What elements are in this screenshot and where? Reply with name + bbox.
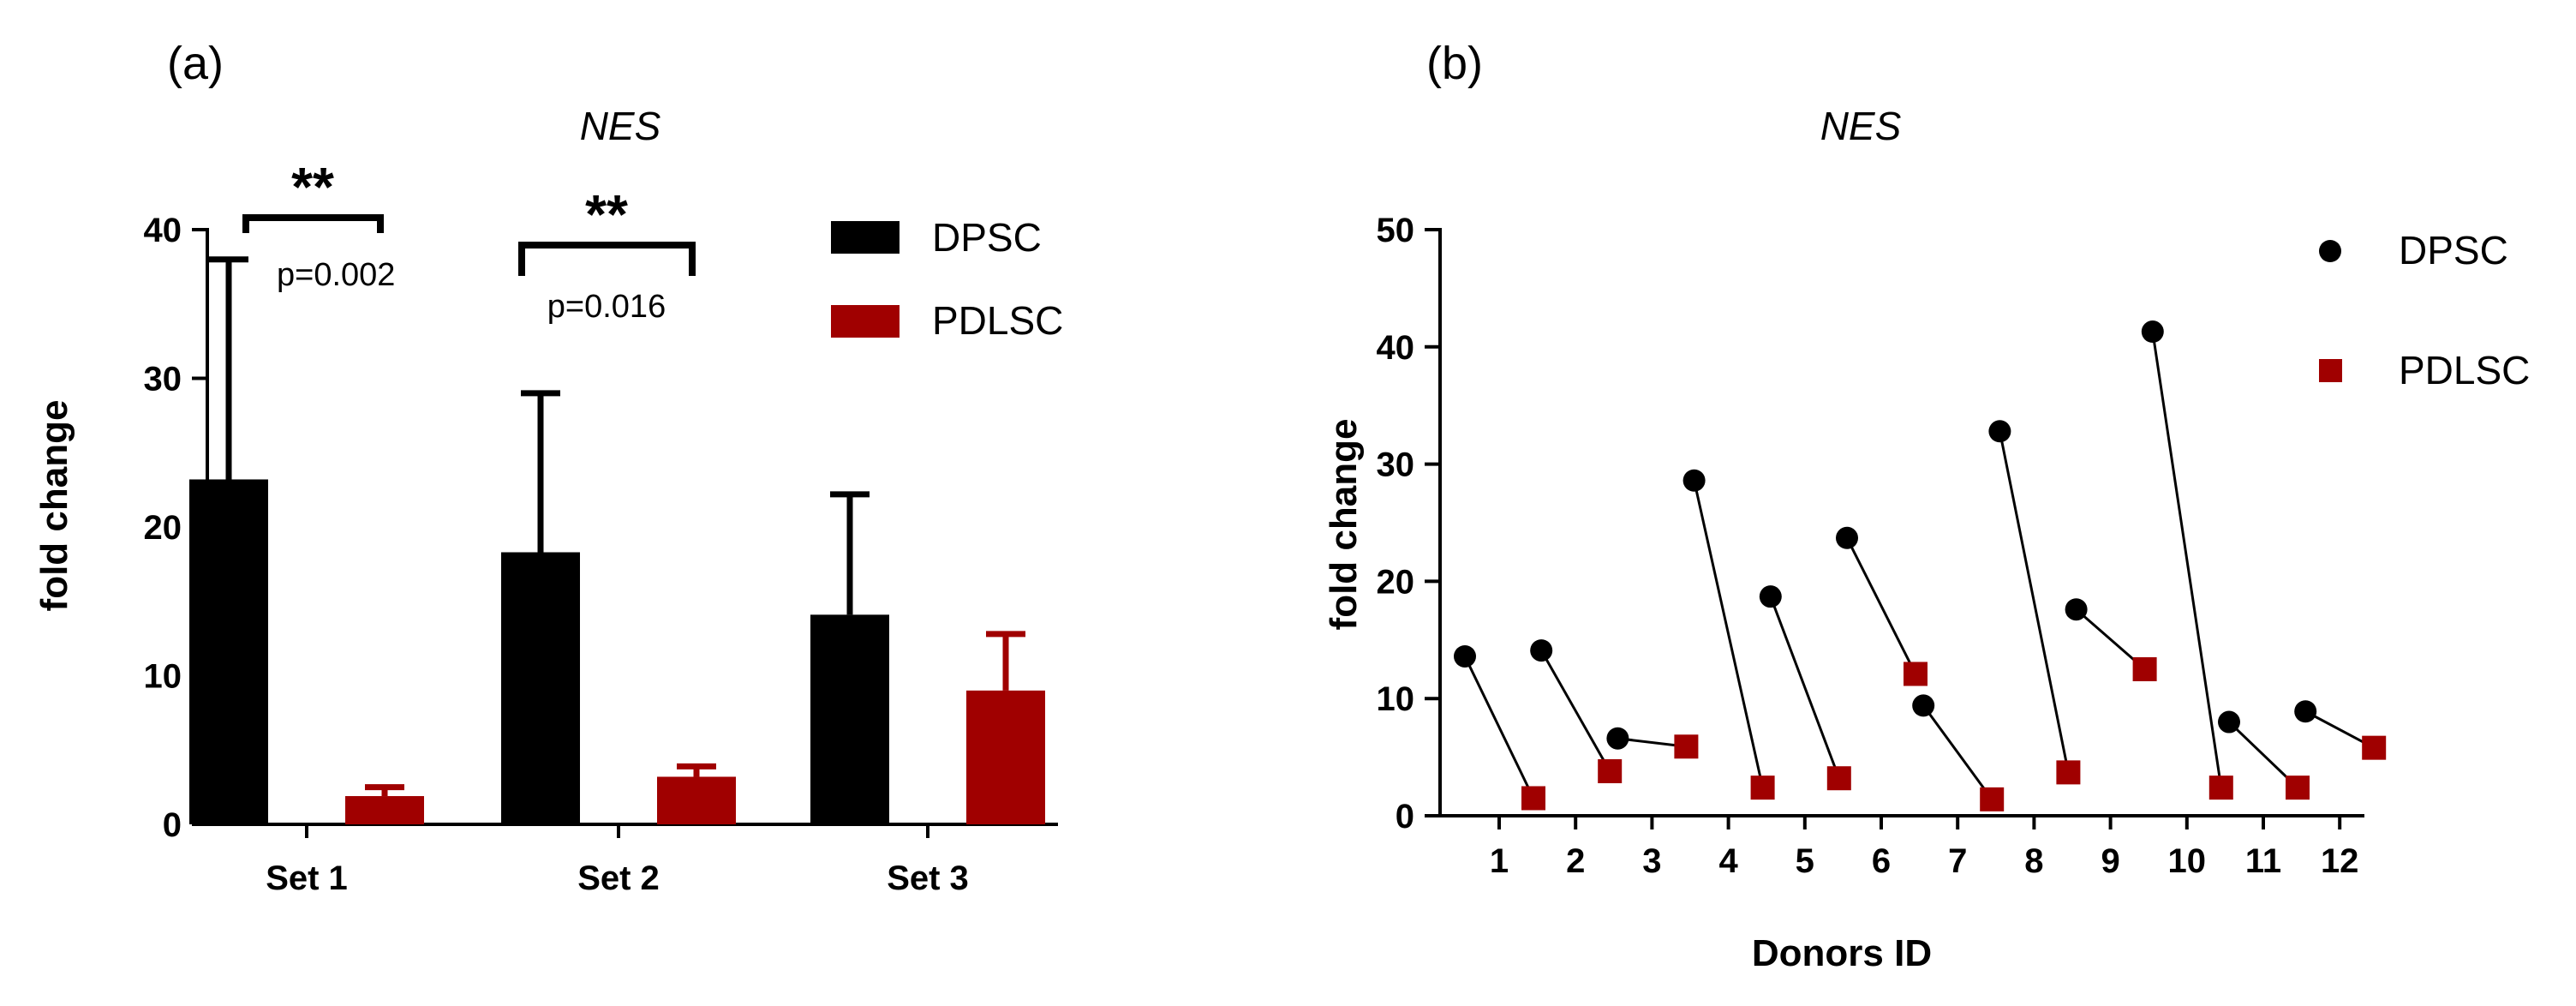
significance-bracket-set-2 xyxy=(518,242,696,276)
point-dpsc-donor-1 xyxy=(1454,644,1476,668)
legend-label-pdlsc: PDLSC xyxy=(932,298,1063,343)
pair-line-donor-1 xyxy=(1463,656,1535,799)
pair-line-donor-10 xyxy=(2151,331,2223,788)
point-dpsc-donor-6 xyxy=(1836,526,1858,549)
y-tick-label-0: 0 xyxy=(163,806,182,844)
point-pdlsc-donor-9 xyxy=(2132,657,2157,681)
panel-a-axes: 0 10 20 30 40 Set 1 Set 2 Set 3 xyxy=(144,212,1058,897)
b-y-tick-label-40: 40 xyxy=(1377,329,1415,367)
b-y-tick-label-0: 0 xyxy=(1396,798,1414,835)
point-pdlsc-donor-1 xyxy=(1521,786,1545,811)
point-pdlsc-donor-11 xyxy=(2286,775,2310,800)
legend-marker-pdlsc xyxy=(2319,359,2342,382)
legend-swatch-dpsc xyxy=(831,221,900,254)
legend-label-dpsc: DPSC xyxy=(932,215,1042,260)
chart-panel-a: (a) NES fold change 0 10 20 30 40 Set 1 Set 2 S… xyxy=(33,38,1063,897)
point-pdlsc-donor-7 xyxy=(1980,787,2005,811)
legend-swatch-pdlsc xyxy=(831,305,900,338)
y-tick-label-40: 40 xyxy=(144,212,182,249)
panel-b-label: (b) xyxy=(1426,38,1483,89)
b-y-tick-label-50: 50 xyxy=(1377,212,1415,249)
significance-stars-set-1: ** xyxy=(291,156,334,218)
point-dpsc-donor-7 xyxy=(1912,694,1935,717)
point-pdlsc-donor-10 xyxy=(2208,775,2233,800)
point-dpsc-donor-2 xyxy=(1530,639,1553,662)
point-dpsc-donor-10 xyxy=(2141,320,2164,344)
y-tick-label-30: 30 xyxy=(144,361,182,398)
point-dpsc-donor-4 xyxy=(1682,469,1706,492)
pair-line-donor-4 xyxy=(1693,480,1765,788)
x-tick-label-2: Set 2 xyxy=(577,859,660,897)
point-pdlsc-donor-5 xyxy=(1826,766,1851,791)
panel-a-bars xyxy=(189,256,1045,824)
pair-line-donor-7 xyxy=(1922,704,1993,800)
point-dpsc-donor-8 xyxy=(1988,420,2011,443)
bar-pdlsc-set-2 xyxy=(657,776,736,824)
b-x-tick-label-5: 5 xyxy=(1796,842,1814,880)
p-value-set-2: p=0.016 xyxy=(547,289,666,325)
point-pdlsc-donor-8 xyxy=(2056,760,2081,785)
panel-b-y-axis-title: fold change xyxy=(1323,419,1365,631)
pair-line-donor-5 xyxy=(1769,596,1841,779)
legend-label-dpsc-b: DPSC xyxy=(2399,228,2508,272)
significance-bracket-set-1 xyxy=(242,214,384,233)
bar-dpsc-set-3 xyxy=(810,614,889,824)
pair-line-donor-2 xyxy=(1539,650,1611,772)
b-y-tick-label-30: 30 xyxy=(1377,446,1415,484)
point-dpsc-donor-12 xyxy=(2294,700,2317,723)
bar-pdlsc-set-1 xyxy=(345,796,424,824)
point-dpsc-donor-5 xyxy=(1759,585,1782,608)
panel-a-y-axis-title: fold change xyxy=(33,400,75,612)
pair-line-donor-8 xyxy=(1998,431,2070,773)
point-dpsc-donor-3 xyxy=(1606,727,1629,750)
panel-a-label: (a) xyxy=(167,38,224,89)
b-x-tick-label-10: 10 xyxy=(2168,842,2207,880)
b-x-tick-label-7: 7 xyxy=(1948,842,1967,880)
point-pdlsc-donor-2 xyxy=(1598,759,1623,784)
b-x-tick-label-6: 6 xyxy=(1872,842,1891,880)
bar-dpsc-set-2 xyxy=(501,552,580,824)
y-tick-label-10: 10 xyxy=(144,658,182,696)
panel-b-legend: DPSC PDLSC xyxy=(2319,228,2530,392)
point-dpsc-donor-9 xyxy=(2065,598,2088,621)
b-x-tick-label-9: 9 xyxy=(2101,842,2119,880)
panel-a-title: NES xyxy=(580,104,661,148)
legend-label-pdlsc-b: PDLSC xyxy=(2399,348,2530,392)
b-y-tick-label-10: 10 xyxy=(1377,680,1415,718)
b-x-tick-label-4: 4 xyxy=(1718,842,1738,880)
b-x-tick-label-1: 1 xyxy=(1490,842,1509,880)
significance-stars-set-2: ** xyxy=(585,183,628,245)
bar-pdlsc-set-3 xyxy=(966,690,1045,824)
panel-b-title: NES xyxy=(1820,104,1902,148)
x-tick-label-1: Set 1 xyxy=(266,859,348,897)
panel-a-legend: DPSC PDLSC xyxy=(831,215,1063,343)
p-value-set-1: p=0.002 xyxy=(277,257,395,293)
b-x-tick-label-11: 11 xyxy=(2245,842,2281,880)
point-pdlsc-donor-4 xyxy=(1750,775,1775,800)
pair-line-donor-6 xyxy=(1845,537,1917,675)
x-tick-label-3: Set 3 xyxy=(887,859,969,897)
b-x-tick-label-8: 8 xyxy=(2024,842,2043,880)
point-pdlsc-donor-3 xyxy=(1674,734,1699,759)
b-x-tick-label-3: 3 xyxy=(1642,842,1661,880)
b-x-tick-label-12: 12 xyxy=(2321,842,2359,880)
bar-dpsc-set-1 xyxy=(189,479,268,824)
panel-a-annotations: ** p=0.002 ** p=0.016 xyxy=(242,156,696,325)
y-tick-label-20: 20 xyxy=(144,509,182,547)
point-dpsc-donor-11 xyxy=(2218,710,2240,734)
b-x-tick-label-2: 2 xyxy=(1566,842,1585,880)
point-pdlsc-donor-12 xyxy=(2362,735,2387,760)
point-pdlsc-donor-6 xyxy=(1904,662,1928,686)
panel-b-points xyxy=(1454,320,2387,811)
panel-b-x-axis-title: Donors ID xyxy=(1752,932,1932,974)
b-y-tick-label-20: 20 xyxy=(1377,563,1415,601)
legend-marker-dpsc xyxy=(2319,240,2341,262)
chart-panel-b: (b) NES fold change Donors ID 0 10 20 30 40 5… xyxy=(1323,38,2530,974)
